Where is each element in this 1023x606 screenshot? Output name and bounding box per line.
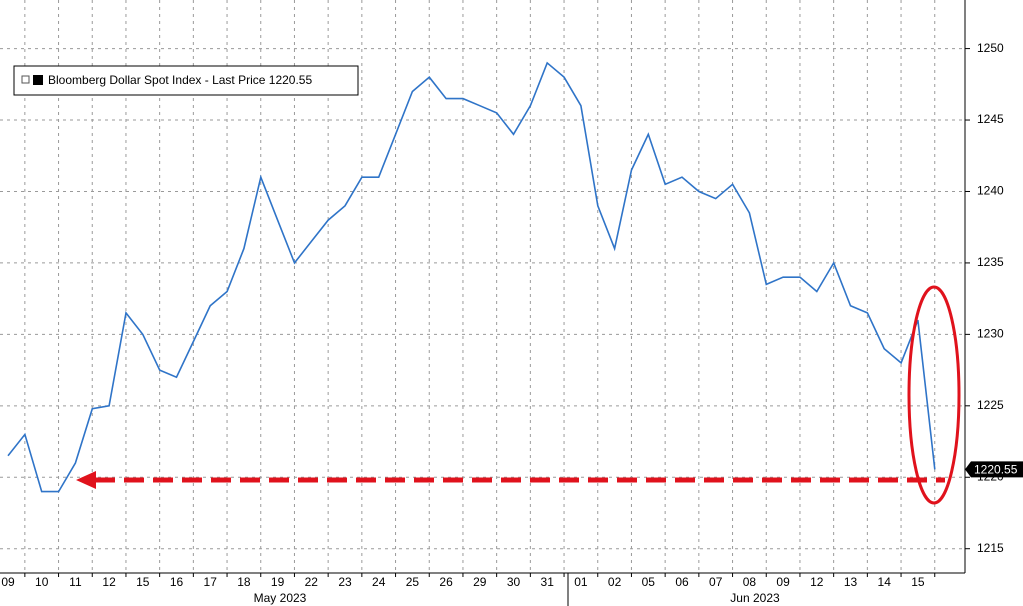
x-tick-label: 24 [372, 575, 386, 589]
x-tick-label: 12 [102, 575, 116, 589]
month-label: Jun 2023 [730, 591, 780, 605]
x-tick-label: 09 [776, 575, 790, 589]
x-tick-label: 15 [136, 575, 150, 589]
x-tick-label: 10 [35, 575, 49, 589]
y-tick-label: 1245 [977, 112, 1004, 126]
x-tick-label: 12 [810, 575, 824, 589]
x-tick-label: 02 [608, 575, 622, 589]
y-tick-label: 1235 [977, 255, 1004, 269]
x-tick-label: 23 [338, 575, 352, 589]
y-tick-label: 1215 [977, 541, 1004, 555]
legend-swatch [33, 75, 43, 85]
x-tick-label: 09 [1, 575, 15, 589]
y-tick-label: 1240 [977, 184, 1004, 198]
y-tick-label: 1230 [977, 327, 1004, 341]
x-tick-label: 31 [541, 575, 555, 589]
x-tick-label: 07 [709, 575, 723, 589]
x-tick-label: 06 [675, 575, 689, 589]
legend-label: Bloomberg Dollar Spot Index - Last Price… [48, 73, 312, 87]
x-tick-label: 26 [439, 575, 453, 589]
y-tick-label: 1250 [977, 41, 1004, 55]
x-tick-label: 17 [204, 575, 218, 589]
x-tick-label: 16 [170, 575, 184, 589]
legend-box [13, 65, 359, 96]
x-tick-label: 25 [406, 575, 420, 589]
price-line [7, 61, 936, 493]
x-tick-label: 30 [507, 575, 521, 589]
x-tick-label: 15 [911, 575, 925, 589]
x-tick-label: 29 [473, 575, 487, 589]
x-tick-label: 13 [844, 575, 858, 589]
x-tick-label: 05 [642, 575, 656, 589]
x-tick-label: 08 [743, 575, 757, 589]
x-tick-label: 19 [271, 575, 285, 589]
last-price-label: 1220.55 [974, 463, 1018, 477]
highlight-ellipse [907, 285, 961, 505]
y-tick-label: 1225 [977, 398, 1004, 412]
x-tick-label: 01 [574, 575, 588, 589]
x-tick-label: 18 [237, 575, 251, 589]
arrow-head [76, 471, 96, 489]
x-tick-label: 22 [305, 575, 319, 589]
legend-toggle [21, 75, 30, 84]
last-price-tag [965, 461, 1023, 478]
x-tick-label: 11 [69, 575, 82, 589]
month-label: May 2023 [254, 591, 307, 605]
x-tick-label: 14 [878, 575, 892, 589]
